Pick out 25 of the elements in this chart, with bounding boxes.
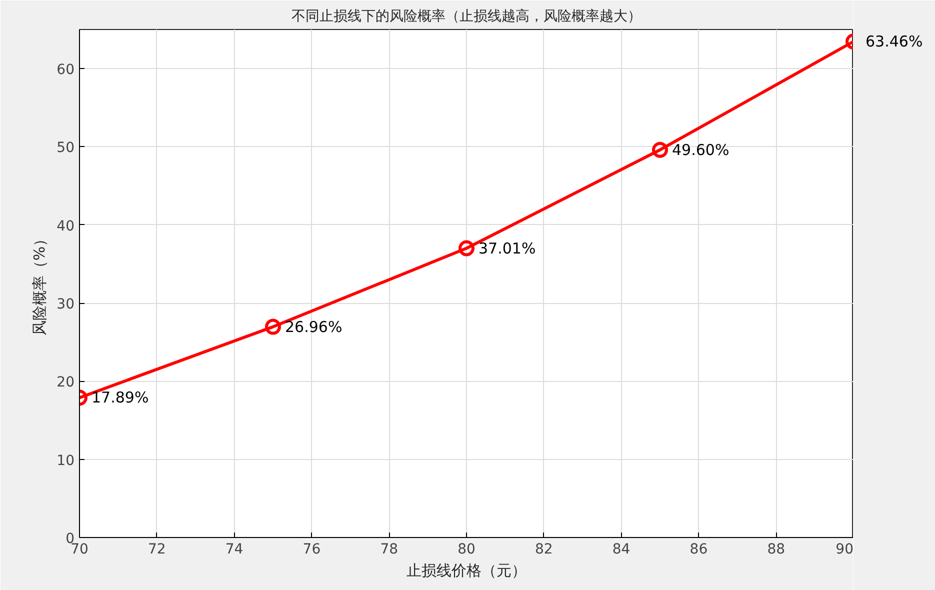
x-tick-label: 76 [302,542,321,558]
x-tick-label: 80 [458,542,476,558]
x-tick-label: 74 [225,542,244,558]
y-tick-label: 50 [56,140,75,156]
data-label: 49.60% [672,140,730,159]
y-axis-title: 风险概率（%） [30,231,49,336]
data-label: 37.01% [478,239,536,258]
x-tick-label: 88 [767,542,786,558]
data-label: 63.46% [866,32,923,51]
x-tick-label: 78 [380,542,398,558]
y-tick-label: 40 [56,218,75,234]
point [458,240,474,256]
x-axis-title: 止损线价格（元） [406,562,526,580]
x-tick-label: 72 [148,542,166,558]
data-label: 17.89% [92,388,149,407]
y-tick-label: 60 [56,62,75,78]
y-tick-label: 10 [56,452,75,469]
y-tick-label: 30 [56,296,75,313]
x-tick-label: 82 [534,542,553,558]
chart-title: 不同止损线下的风险概率（止损线越高，风险概率越大） [292,8,642,24]
y-tick-label: 20 [56,374,75,391]
x-tick-label: 90 [836,542,854,558]
data-label: 26.96% [285,318,342,336]
x-tick-label: 84 [612,542,630,558]
x-tick-label: 86 [690,542,708,558]
